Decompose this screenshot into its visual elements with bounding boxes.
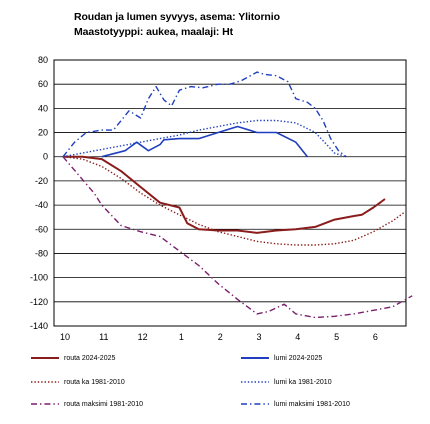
y-tick-label: 20 (38, 128, 48, 138)
series-lines (62, 71, 413, 319)
x-tick-label: 10 (60, 332, 70, 342)
y-tick-label: -60 (35, 224, 48, 234)
series-line-routa-2024-2025 (63, 155, 386, 234)
y-tick-label: 60 (38, 79, 48, 89)
series-line-lumi-maksimi-1981-2010 (62, 71, 347, 158)
x-tick-label: 12 (138, 332, 148, 342)
y-tick-label: -40 (35, 200, 48, 210)
x-tick-label: 5 (334, 332, 339, 342)
chart-titles: Roudan ja lumen syvyys, asema: Ylitornio… (74, 10, 280, 40)
series-line-routa-maksimi-1981-2010 (62, 156, 413, 319)
chart-title: Roudan ja lumen syvyys, asema: Ylitornio (74, 11, 280, 23)
y-tick-label: 40 (38, 103, 48, 113)
x-tick-label: 2 (218, 332, 223, 342)
y-tick-label: -140 (30, 321, 48, 331)
series-line-routa-ka-1981-2010 (62, 156, 405, 246)
x-tick-label: 11 (99, 332, 108, 342)
y-tick-label: -100 (30, 273, 48, 283)
y-tick-label: 0 (43, 152, 48, 162)
x-tick-label: 3 (256, 332, 261, 342)
y-tick-label: -120 (30, 297, 48, 307)
y-tick-label: -20 (35, 176, 48, 186)
y-tick-label: 80 (38, 55, 48, 65)
y-tick-label: -80 (35, 248, 48, 258)
y-axis-ticks: 80 60 40 20 0 -20 -40 -60 -80 -100 -120 -140 (30, 55, 48, 331)
grid-lines (54, 83, 406, 303)
x-tick-label: 1 (179, 332, 184, 342)
chart-subtitle: Maastotyyppi: aukea, maalaji: Ht (74, 26, 234, 38)
x-tick-label: 6 (373, 332, 378, 342)
x-tick-label: 4 (295, 332, 300, 342)
plot-area (53, 59, 407, 327)
x-axis-ticks: 10 11 12 1 2 3 4 5 6 (60, 332, 378, 342)
series-line-lumi-2024-2025 (101, 125, 309, 158)
